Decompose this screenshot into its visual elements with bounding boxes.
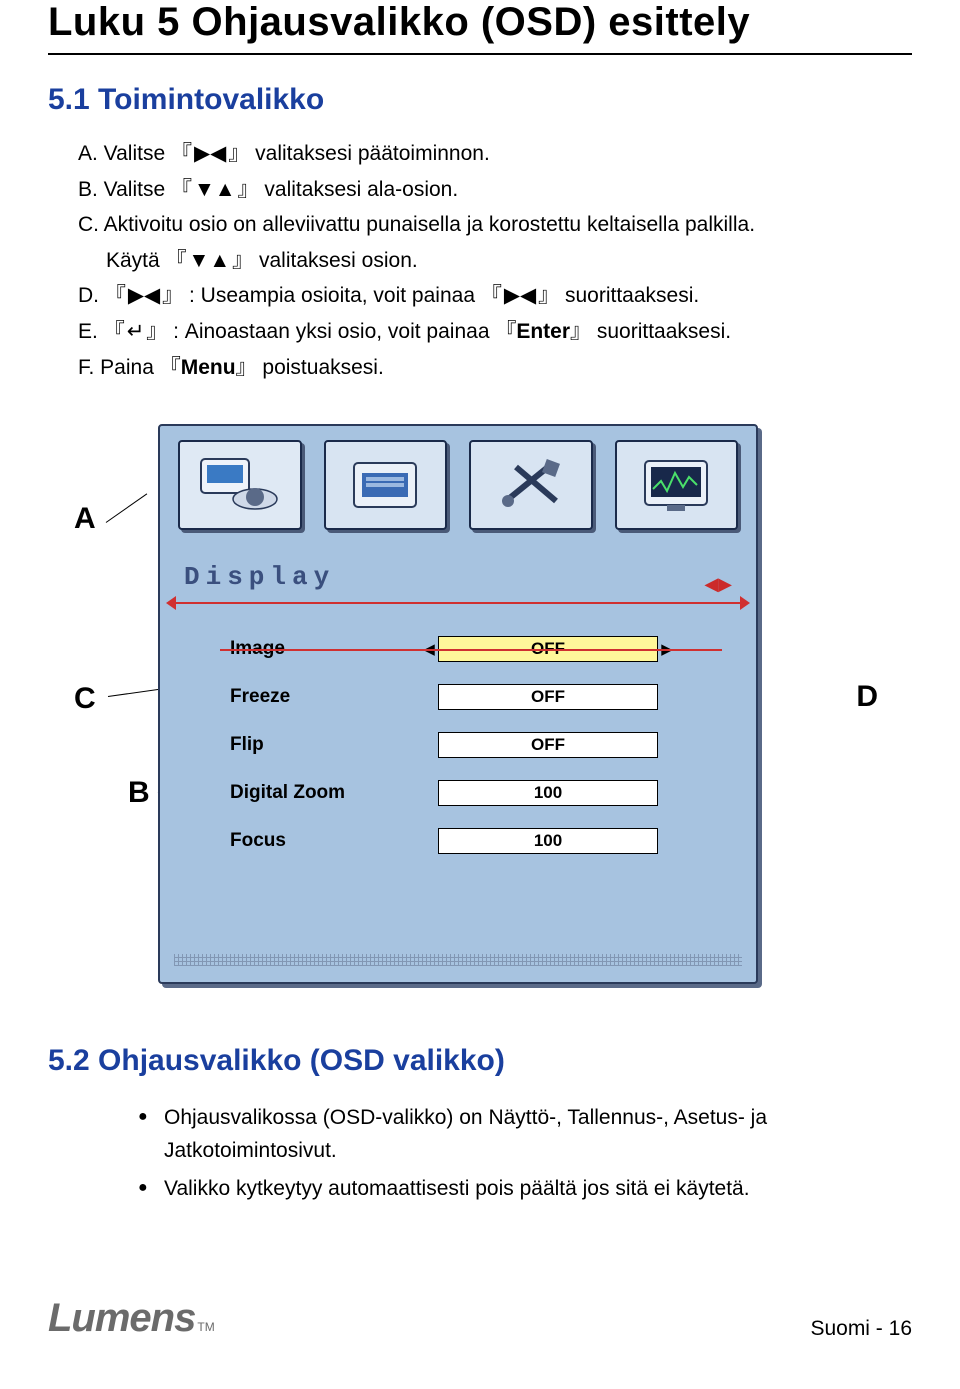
page-footer: Lumens TM Suomi - 16: [48, 1296, 912, 1341]
osd-label: Focus: [230, 830, 420, 852]
chapter-title: Luku 5 Ohjausvalikko (OSD) esittely: [48, 0, 912, 45]
osd-panel: Display ◀▶ Image ◀ OFF ▶ Freeze OFF: [158, 424, 758, 984]
callout-d: D: [856, 680, 878, 714]
osd-value: 100: [438, 780, 658, 806]
tab-display[interactable]: [178, 440, 302, 530]
section-5-1-title: 5.1 Toimintovalikko: [48, 83, 912, 117]
section-5-2-title: 5.2 Ohjausvalikko (OSD valikko): [48, 1044, 912, 1078]
tab-storage[interactable]: [324, 440, 448, 530]
instr-b: B. Valitse 『▼▲』 valitaksesi ala-osion.: [78, 173, 912, 207]
osd-value: 100: [438, 828, 658, 854]
callout-a: A: [74, 502, 96, 536]
page-number: Suomi - 16: [810, 1317, 912, 1341]
osd-value: OFF: [438, 684, 658, 710]
brand-logo: Lumens TM: [48, 1296, 215, 1341]
bullet-item: Ohjausvalikossa (OSD-valikko) on Näyttö-…: [138, 1102, 912, 1167]
monitor-icon: [631, 453, 721, 517]
osd-row-flip[interactable]: Flip OFF: [230, 728, 716, 762]
instr-c: C. Aktivoitu osio on alleviivattu punais…: [78, 208, 912, 242]
osd-tabs: [160, 426, 756, 538]
osd-label: Digital Zoom: [230, 782, 420, 804]
display-icon: [195, 453, 285, 517]
osd-row-image[interactable]: Image ◀ OFF ▶: [230, 632, 716, 666]
instr-d: D. 『▶◀』 : Useampia osioita, voit painaa …: [78, 279, 912, 313]
osd-section-title: Display: [184, 562, 756, 592]
osd-footer-hatch: [174, 954, 742, 966]
heading-rule: [48, 53, 912, 55]
tab-advanced[interactable]: [615, 440, 739, 530]
instruction-list: A. Valitse 『▶◀』 valitaksesi päätoiminnon…: [78, 137, 912, 384]
callout-c: C: [74, 682, 96, 716]
osd-label: Freeze: [230, 686, 420, 708]
bullet-item: Valikko kytkeytyy automaattisesti pois p…: [138, 1173, 912, 1206]
instr-a: A. Valitse 『▶◀』 valitaksesi päätoiminnon…: [78, 137, 912, 171]
nav-arrows-icon: ◀▶: [704, 574, 732, 595]
osd-diagram: A C B D: [118, 424, 838, 984]
instr-f: F. Paina 『Menu』 poistuaksesi.: [78, 351, 912, 385]
osd-row-freeze[interactable]: Freeze OFF: [230, 680, 716, 714]
tab-settings[interactable]: [469, 440, 593, 530]
instr-e: E. 『↵』 : Ainoastaan yksi osio, voit pain…: [78, 315, 912, 349]
bullet-list: Ohjausvalikossa (OSD-valikko) on Näyttö-…: [98, 1102, 912, 1206]
settings-icon: [486, 453, 576, 517]
storage-icon: [340, 453, 430, 517]
osd-row-zoom[interactable]: Digital Zoom 100: [230, 776, 716, 810]
osd-row-focus[interactable]: Focus 100: [230, 824, 716, 858]
osd-value: OFF: [438, 732, 658, 758]
instr-c2: Käytä 『▼▲』 valitaksesi osion.: [78, 244, 912, 278]
osd-body: Image ◀ OFF ▶ Freeze OFF Flip OFF: [160, 632, 756, 858]
osd-label: Flip: [230, 734, 420, 756]
callout-b: B: [128, 776, 150, 810]
